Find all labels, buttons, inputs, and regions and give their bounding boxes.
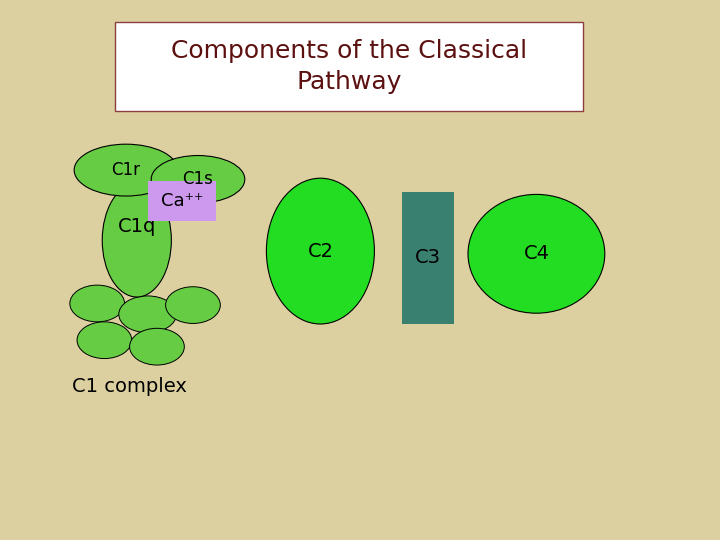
Ellipse shape [74, 144, 178, 196]
Bar [402, 192, 454, 324]
Ellipse shape [151, 156, 245, 203]
Ellipse shape [70, 285, 125, 322]
Ellipse shape [468, 194, 605, 313]
Text: C1q: C1q [117, 217, 156, 237]
Ellipse shape [166, 287, 220, 323]
Text: C1 complex: C1 complex [72, 376, 187, 396]
Ellipse shape [130, 328, 184, 365]
Text: C1s: C1s [183, 170, 213, 188]
Ellipse shape [266, 178, 374, 324]
Text: C1r: C1r [112, 161, 140, 179]
Ellipse shape [77, 322, 132, 359]
Ellipse shape [119, 296, 176, 333]
FancyBboxPatch shape [115, 22, 583, 111]
Bar [148, 181, 216, 221]
Text: C2: C2 [307, 241, 333, 261]
Text: Ca⁺⁺: Ca⁺⁺ [161, 192, 203, 210]
Text: C3: C3 [415, 248, 441, 267]
Ellipse shape [102, 184, 171, 297]
Text: Components of the Classical
Pathway: Components of the Classical Pathway [171, 39, 527, 94]
Text: C4: C4 [523, 244, 549, 264]
